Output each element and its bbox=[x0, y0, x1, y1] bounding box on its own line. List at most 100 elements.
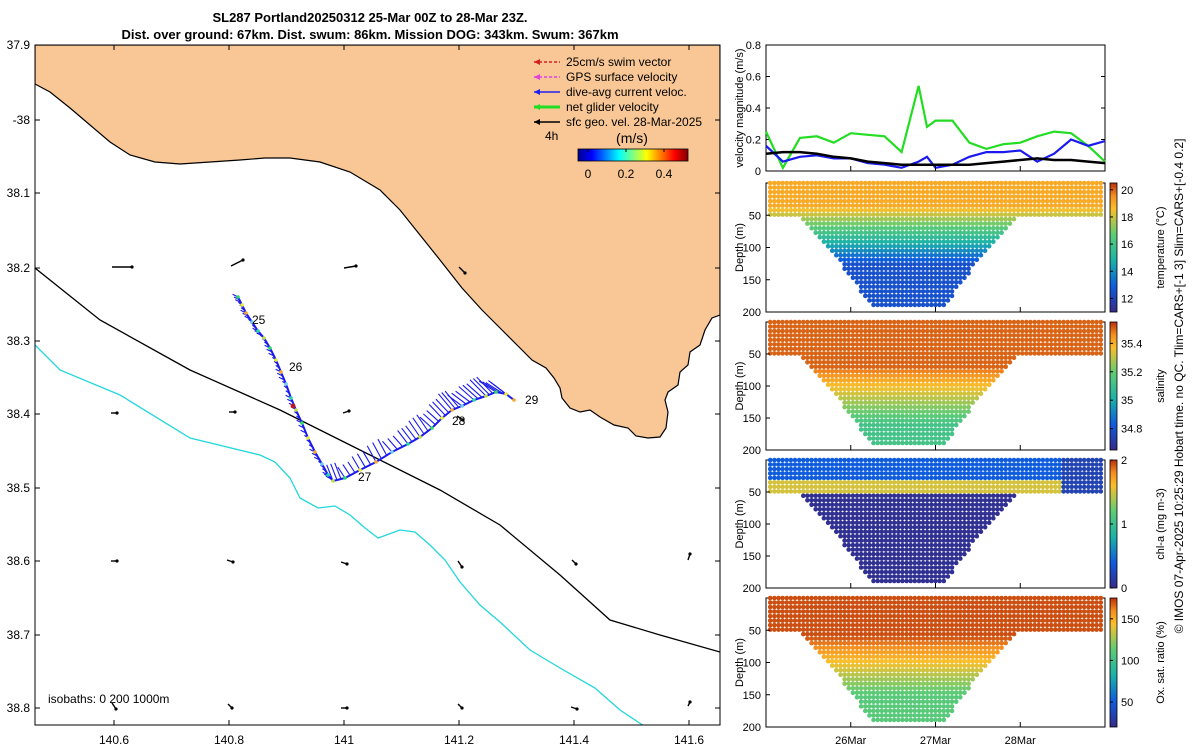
section-sample bbox=[908, 280, 913, 285]
section-sample bbox=[941, 409, 947, 414]
section-sample bbox=[772, 480, 777, 485]
current-vector bbox=[356, 453, 366, 468]
section-sample bbox=[887, 409, 893, 414]
section-sample bbox=[821, 649, 827, 655]
section-sample bbox=[863, 649, 868, 655]
section-sample bbox=[871, 622, 876, 628]
section-sample bbox=[842, 252, 847, 258]
section-sample bbox=[908, 436, 913, 441]
net-velocity-dot bbox=[300, 421, 304, 425]
section-sample bbox=[858, 194, 864, 199]
section-sample bbox=[1032, 466, 1037, 472]
section-sample bbox=[817, 185, 823, 190]
section-sample bbox=[883, 262, 889, 267]
section-sample bbox=[1015, 342, 1021, 347]
section-sample bbox=[801, 328, 806, 334]
section-sample bbox=[780, 471, 785, 476]
colorbar-tick-label: 0 bbox=[585, 167, 592, 181]
section-sample bbox=[1081, 328, 1087, 334]
section-sample bbox=[834, 471, 839, 476]
section-sample bbox=[912, 418, 918, 423]
section-sample bbox=[999, 212, 1004, 217]
section-sample bbox=[1069, 319, 1075, 325]
section-sample bbox=[1048, 328, 1054, 334]
section-sample bbox=[863, 663, 868, 668]
section-sample bbox=[875, 466, 880, 472]
section-sample bbox=[958, 466, 963, 472]
section-sample bbox=[846, 515, 851, 521]
section-sample bbox=[875, 462, 880, 467]
velocity-ytick-label: 0.2 bbox=[746, 135, 761, 147]
section-sample bbox=[784, 194, 790, 199]
section-sample bbox=[1069, 203, 1075, 208]
section-sample bbox=[900, 484, 905, 490]
section-sample bbox=[941, 230, 947, 235]
section-sample bbox=[875, 302, 880, 308]
section-sample bbox=[982, 203, 988, 208]
section-sample bbox=[801, 466, 806, 472]
section-sample bbox=[941, 212, 947, 217]
section-sample bbox=[962, 252, 967, 258]
section-sample bbox=[929, 280, 934, 285]
section-sample bbox=[908, 511, 913, 517]
section-sample bbox=[891, 645, 897, 650]
section-sample bbox=[1057, 457, 1062, 463]
section-sample bbox=[801, 324, 806, 329]
section-sample bbox=[883, 613, 889, 619]
section-sample bbox=[929, 302, 934, 308]
section-sample bbox=[813, 230, 818, 235]
section-sample bbox=[1086, 466, 1091, 472]
section-sample bbox=[887, 413, 893, 419]
section-sample bbox=[916, 257, 922, 263]
section-sample bbox=[883, 257, 889, 263]
section-sample bbox=[933, 382, 938, 388]
section-sample bbox=[879, 480, 885, 485]
section-sample bbox=[842, 654, 847, 659]
current-vector bbox=[447, 394, 463, 407]
section-sample bbox=[838, 667, 843, 673]
section-sample bbox=[912, 427, 918, 432]
section-sample bbox=[912, 520, 918, 525]
section-sample bbox=[929, 377, 934, 383]
section-sample bbox=[801, 493, 806, 499]
section-sample bbox=[986, 203, 992, 208]
section-sample bbox=[995, 457, 1000, 463]
section-sample bbox=[883, 475, 889, 481]
section-sample bbox=[1040, 333, 1046, 338]
section-sample bbox=[784, 342, 790, 347]
section-sample bbox=[924, 507, 930, 512]
section-sample bbox=[908, 498, 913, 503]
section-sample bbox=[1044, 471, 1050, 476]
section-sample bbox=[1048, 471, 1054, 476]
section-sample bbox=[908, 713, 913, 718]
section-sample bbox=[1077, 489, 1083, 494]
section-sample bbox=[982, 369, 988, 374]
section-sample bbox=[933, 293, 938, 299]
section-sample bbox=[916, 427, 922, 432]
section-sample bbox=[817, 475, 823, 481]
section-sample bbox=[904, 595, 909, 601]
section-sample bbox=[966, 524, 971, 530]
section-sample bbox=[1065, 189, 1070, 195]
section-sample bbox=[891, 436, 897, 441]
section-sample bbox=[829, 185, 835, 190]
section-sample bbox=[850, 613, 856, 619]
section-sample bbox=[916, 185, 922, 190]
section-sample bbox=[891, 252, 897, 258]
section-sample bbox=[854, 529, 860, 534]
section-sample bbox=[941, 252, 947, 258]
section-sample bbox=[813, 622, 818, 628]
section-sample bbox=[821, 654, 827, 659]
section-sample bbox=[875, 704, 880, 709]
section-sample bbox=[792, 328, 798, 334]
net-velocity-dot bbox=[289, 396, 293, 400]
section-sample bbox=[908, 382, 913, 388]
section-sample bbox=[805, 207, 810, 213]
section-sample bbox=[879, 328, 885, 334]
section-sample bbox=[780, 203, 785, 208]
section-sample bbox=[842, 180, 847, 186]
section-sample bbox=[879, 604, 885, 610]
section-sample bbox=[801, 216, 806, 222]
section-sample bbox=[1077, 180, 1083, 186]
section-sample bbox=[887, 475, 893, 481]
